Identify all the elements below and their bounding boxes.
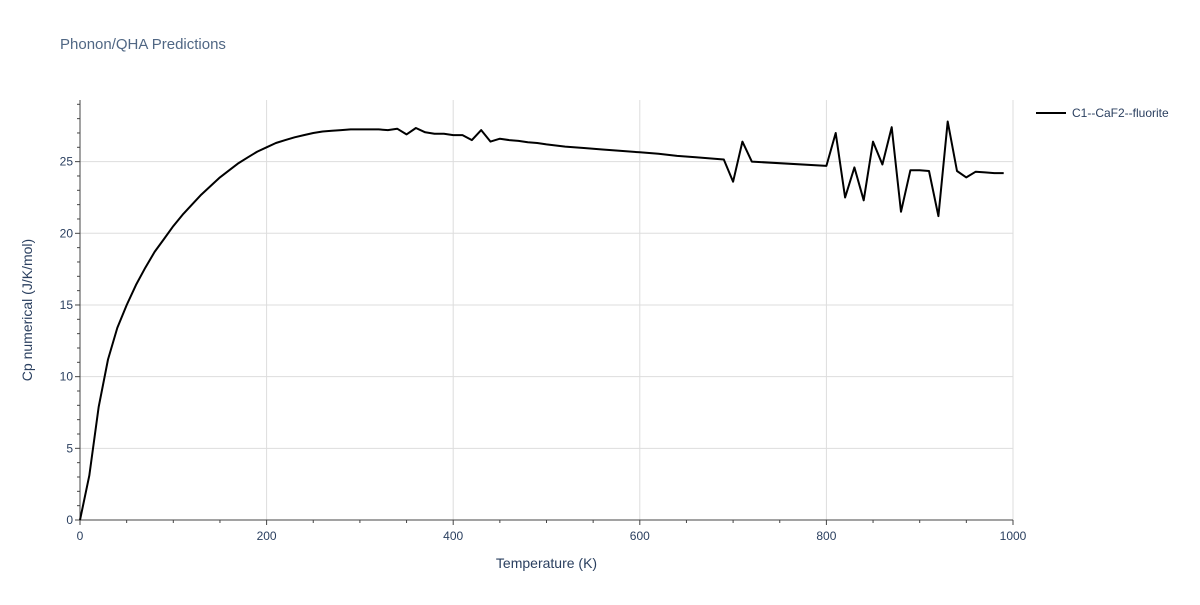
x-tick-label: 600	[630, 529, 650, 543]
series-line	[79, 120, 1004, 521]
legend-label: C1--CaF2--fluorite	[1072, 106, 1169, 120]
y-tick-label: 20	[60, 226, 74, 240]
legend[interactable]: C1--CaF2--fluorite	[1036, 106, 1169, 120]
x-tick-label: 200	[257, 529, 277, 543]
y-axis-title: Cp numerical (J/K/mol)	[19, 239, 35, 381]
y-tick-label: 25	[60, 155, 74, 169]
legend-line-swatch	[1036, 112, 1066, 114]
x-tick-label: 1000	[1000, 529, 1027, 543]
y-tick-label: 0	[66, 513, 73, 527]
x-axis-title: Temperature (K)	[496, 555, 597, 571]
x-tick-label: 0	[77, 529, 84, 543]
y-tick-label: 10	[60, 370, 74, 384]
x-tick-label: 400	[443, 529, 463, 543]
x-tick-label: 800	[816, 529, 836, 543]
y-tick-label: 5	[66, 441, 73, 455]
chart-title: Phonon/QHA Predictions	[60, 36, 226, 53]
y-tick-label: 15	[60, 298, 74, 312]
